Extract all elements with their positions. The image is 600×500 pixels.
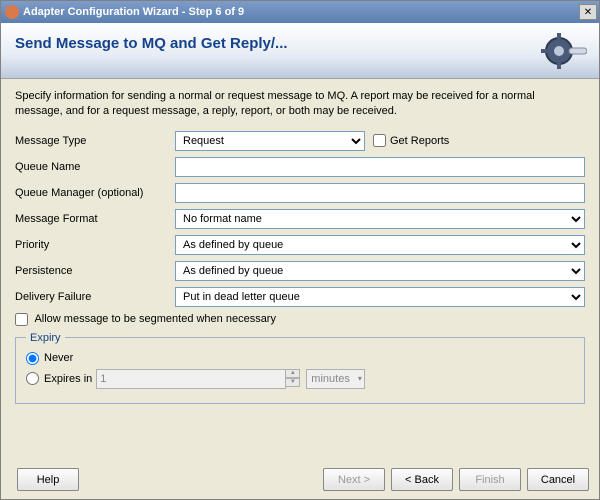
finish-button: Finish — [459, 468, 521, 491]
allow-segmented-checkbox[interactable]: Allow message to be segmented when neces… — [15, 313, 276, 325]
wizard-footer: Help Next > < Back Finish Cancel — [1, 460, 599, 499]
label-message-type: Message Type — [15, 135, 175, 147]
expiry-units-select: minutes — [306, 369, 365, 389]
app-icon — [5, 5, 19, 19]
expiry-expiresin-label: Expires in — [44, 373, 92, 385]
priority-select[interactable]: As defined by queue — [175, 235, 585, 255]
label-queue-name: Queue Name — [15, 161, 175, 173]
message-format-select[interactable]: No format name — [175, 209, 585, 229]
close-icon[interactable]: ✕ — [579, 4, 597, 20]
delivery-failure-select[interactable]: Put in dead letter queue — [175, 287, 585, 307]
gear-icon — [539, 31, 587, 71]
label-persistence: Persistence — [15, 265, 175, 277]
description-text: Specify information for sending a normal… — [15, 89, 585, 119]
label-message-format: Message Format — [15, 213, 175, 225]
back-button[interactable]: < Back — [391, 468, 453, 491]
page-title: Send Message to MQ and Get Reply/... — [15, 35, 585, 52]
help-button[interactable]: Help — [17, 468, 79, 491]
message-type-select[interactable]: Request — [175, 131, 365, 151]
get-reports-checkbox[interactable]: Get Reports — [373, 134, 449, 147]
wizard-header: Send Message to MQ and Get Reply/... — [1, 23, 599, 79]
expiry-legend: Expiry — [26, 332, 65, 344]
spinner-buttons: ▲▼ — [286, 369, 300, 389]
queue-manager-input[interactable] — [175, 183, 585, 203]
label-delivery-failure: Delivery Failure — [15, 291, 175, 303]
content-area: Specify information for sending a normal… — [1, 79, 599, 460]
expiry-group: Expiry Never Expires in ▲▼ minutes — [15, 332, 585, 404]
label-queue-manager: Queue Manager (optional) — [15, 187, 175, 199]
expiry-expiresin-radio[interactable] — [26, 372, 39, 385]
persistence-select[interactable]: As defined by queue — [175, 261, 585, 281]
label-priority: Priority — [15, 239, 175, 251]
expiry-never-radio[interactable] — [26, 352, 39, 365]
expiry-never-label: Never — [44, 352, 73, 364]
expiry-value-input — [96, 369, 286, 389]
titlebar: Adapter Configuration Wizard - Step 6 of… — [1, 1, 599, 23]
window-title: Adapter Configuration Wizard - Step 6 of… — [23, 6, 579, 18]
queue-name-input[interactable] — [175, 157, 585, 177]
cancel-button[interactable]: Cancel — [527, 468, 589, 491]
next-button: Next > — [323, 468, 385, 491]
